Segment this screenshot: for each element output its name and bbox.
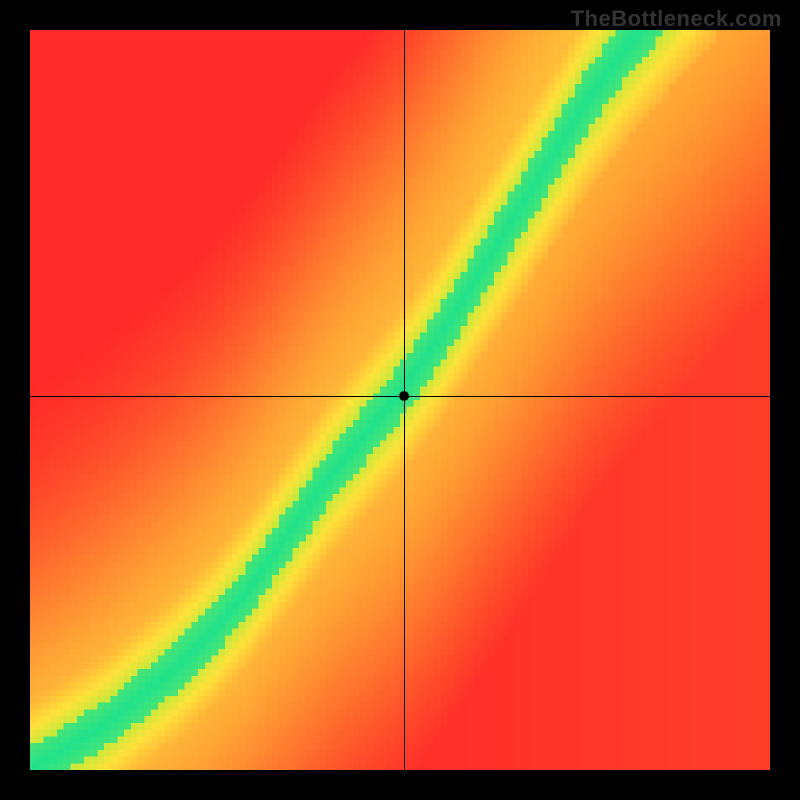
heatmap-plot [30, 30, 770, 770]
watermark-text: TheBottleneck.com [571, 6, 782, 32]
marker-dot [399, 391, 409, 401]
